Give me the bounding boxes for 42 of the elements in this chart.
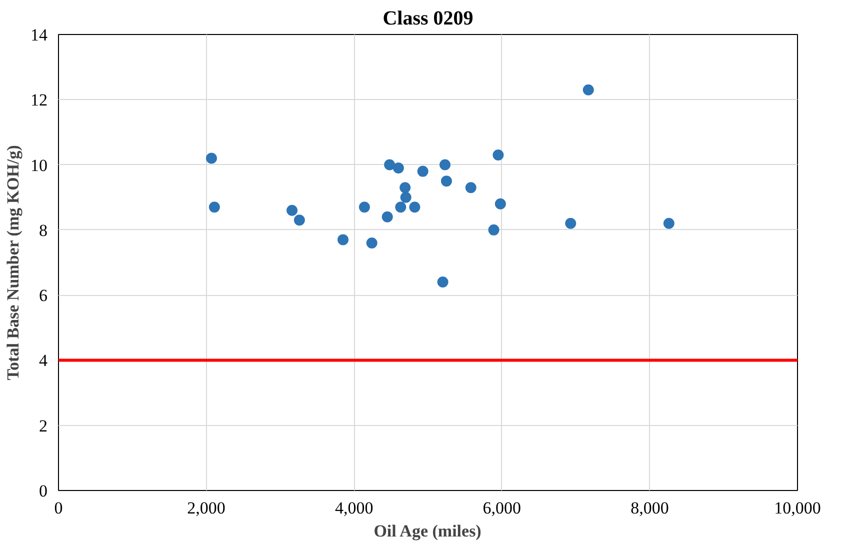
- point: [338, 234, 349, 246]
- y-tick-label: 10: [30, 156, 48, 175]
- x-axis-title: Oil Age (miles): [374, 522, 482, 540]
- point: [392, 162, 404, 174]
- y-tick-label: 4: [39, 351, 48, 370]
- point: [400, 182, 411, 194]
- point: [437, 276, 448, 288]
- y-tick-label: 12: [30, 90, 48, 110]
- y-tick-label: 0: [39, 482, 48, 500]
- x-tick-label: 2,000: [187, 498, 226, 518]
- point: [488, 224, 500, 236]
- chart-title: Class 0209: [382, 8, 474, 30]
- x-tick-label: 8,000: [630, 498, 669, 518]
- y-tick-label: 14: [30, 26, 48, 44]
- point: [358, 202, 370, 213]
- x-tick-label: 0: [54, 498, 63, 518]
- point: [440, 176, 452, 187]
- point: [663, 218, 674, 229]
- y-axis-title: Total Base Number (mg KOH/g): [4, 145, 22, 380]
- point: [492, 150, 504, 161]
- point: [400, 192, 412, 203]
- point: [582, 84, 594, 96]
- point: [439, 159, 450, 170]
- point: [206, 152, 217, 164]
- x-tick-label: 10,000: [774, 498, 821, 518]
- y-tick-label: 2: [39, 416, 48, 436]
- point: [409, 202, 420, 213]
- point: [286, 204, 298, 216]
- point: [294, 214, 305, 226]
- point: [366, 237, 378, 248]
- x-tick-label: 4,000: [334, 498, 374, 518]
- point: [417, 166, 428, 177]
- point: [494, 198, 506, 210]
- y-tick-label: 8: [39, 220, 48, 240]
- point: [208, 202, 220, 213]
- point: [465, 182, 476, 194]
- point: [382, 211, 393, 222]
- point: [384, 159, 396, 170]
- x-tick-label: 6,000: [482, 498, 522, 518]
- point: [565, 218, 576, 229]
- y-tick-label: 6: [39, 286, 48, 306]
- point: [395, 202, 406, 213]
